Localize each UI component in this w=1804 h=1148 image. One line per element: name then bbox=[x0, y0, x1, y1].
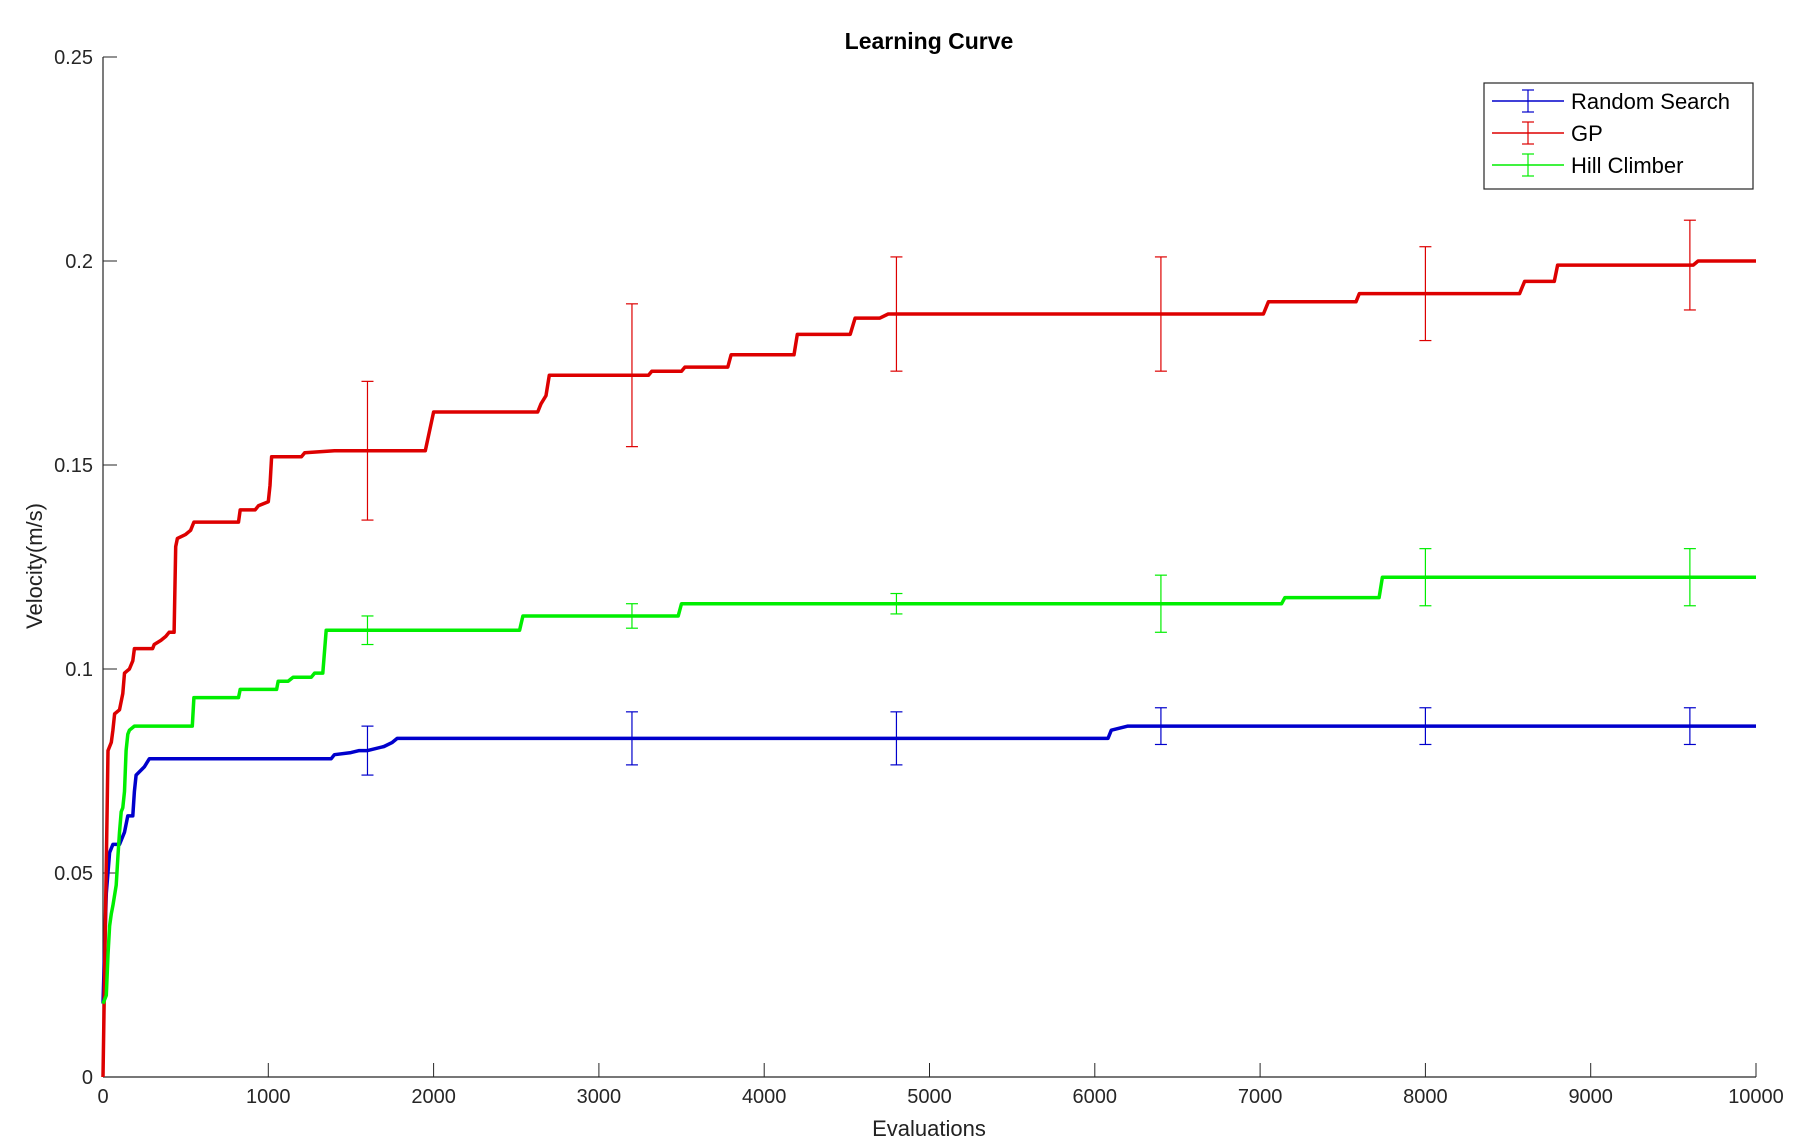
error-bar-gp bbox=[1419, 246, 1432, 342]
error-bar-hill-climber bbox=[890, 592, 903, 615]
error-bar-hill-climber bbox=[1683, 548, 1696, 607]
series-line-gp bbox=[101, 259, 1756, 1078]
legend-label: Random Search bbox=[1571, 89, 1730, 114]
error-bar-random-search bbox=[1154, 707, 1167, 746]
error-bar-gp bbox=[1683, 219, 1696, 311]
error-bar-hill-climber bbox=[361, 615, 374, 646]
error-bar-random-search bbox=[890, 711, 903, 766]
legend: Random Search GP Hill Climber bbox=[1483, 82, 1754, 190]
y-tick-label: 0 bbox=[82, 1067, 93, 1089]
x-tick-label: 10000 bbox=[1728, 1086, 1784, 1108]
error-bar-gp bbox=[625, 303, 638, 448]
x-tick-label: 7000 bbox=[1238, 1086, 1283, 1108]
x-tick-label: 1000 bbox=[246, 1086, 291, 1108]
axes: 0 1000 2000 3000 4000 5000 6000 7000 8000 9000 100… bbox=[54, 47, 1784, 1108]
y-tick-label: 0.2 bbox=[65, 251, 93, 273]
x-tick-label: 0 bbox=[97, 1086, 108, 1108]
x-axis-label: Evaluations bbox=[872, 1116, 986, 1141]
x-tick-label: 3000 bbox=[577, 1086, 622, 1108]
legend-label: GP bbox=[1571, 121, 1603, 146]
x-tick-label: 2000 bbox=[411, 1086, 456, 1108]
error-bar-gp bbox=[361, 380, 374, 521]
y-tick-label: 0.05 bbox=[54, 863, 93, 885]
series-lines bbox=[101, 259, 1756, 1078]
legend-label: Hill Climber bbox=[1571, 153, 1683, 178]
error-bar-hill-climber bbox=[1154, 574, 1167, 633]
error-bar-random-search bbox=[361, 725, 374, 776]
error-bar-gp bbox=[890, 256, 903, 372]
y-tick-label: 0.25 bbox=[54, 47, 93, 69]
series-line-random-search bbox=[101, 724, 1756, 1004]
legend-entry-random-search: Random Search bbox=[1492, 89, 1730, 114]
error-bar-gp bbox=[1154, 256, 1167, 372]
chart-title: Learning Curve bbox=[845, 28, 1014, 54]
error-bar-random-search bbox=[1683, 707, 1696, 746]
series-line-hill-climber bbox=[101, 575, 1756, 1005]
y-axis-label: Velocity(m/s) bbox=[22, 503, 47, 629]
x-tick-label: 9000 bbox=[1568, 1086, 1613, 1108]
x-tick-label: 6000 bbox=[1073, 1086, 1118, 1108]
error-bar-random-search bbox=[625, 711, 638, 766]
y-tick-label: 0.1 bbox=[65, 659, 93, 681]
x-tick-label: 4000 bbox=[742, 1086, 787, 1108]
x-tick-label: 5000 bbox=[907, 1086, 952, 1108]
error-bars bbox=[361, 219, 1696, 776]
error-bar-hill-climber bbox=[1419, 548, 1432, 607]
error-bar-hill-climber bbox=[625, 603, 638, 629]
error-bar-random-search bbox=[1419, 707, 1432, 746]
y-tick-label: 0.15 bbox=[54, 455, 93, 477]
legend-entry-gp: GP bbox=[1492, 121, 1603, 146]
legend-entry-hill-climber: Hill Climber bbox=[1492, 153, 1683, 178]
x-tick-label: 8000 bbox=[1403, 1086, 1448, 1108]
